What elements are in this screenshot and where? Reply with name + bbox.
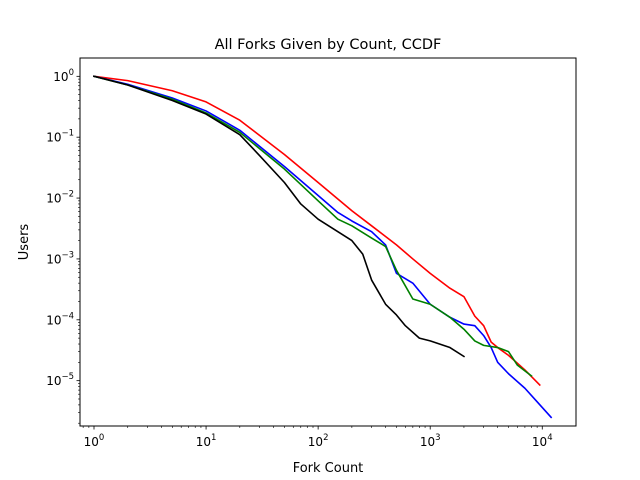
series-line-4 [93, 75, 466, 358]
y-tick-label: 10−1 [46, 129, 74, 145]
series-line-2 [93, 75, 553, 419]
y-tick-label: 10−4 [46, 311, 74, 327]
x-axis-label: Fork Count [293, 461, 364, 476]
chart-title: All Forks Given by Count, CCDF [215, 37, 442, 53]
y-tick-label: 10−5 [46, 372, 74, 388]
x-tick-label: 104 [532, 433, 553, 449]
x-tick-label: 100 [84, 433, 105, 449]
series-line-3 [93, 75, 533, 377]
plot-frame [79, 57, 577, 427]
y-tick-label: 100 [53, 68, 74, 84]
series-line-1 [93, 75, 541, 387]
y-tick-label: 10−3 [46, 250, 74, 266]
x-axis: 100 101 102 103 104 [82, 426, 553, 449]
y-axis: 100 10−1 10−2 10−3 10−4 10−5 [46, 68, 80, 424]
x-tick-label: 102 [308, 433, 329, 449]
y-axis-label: Users [17, 224, 32, 261]
series-layer [93, 75, 553, 419]
x-tick-label: 101 [196, 433, 217, 449]
x-tick-label: 103 [420, 433, 441, 449]
y-tick-label: 10−2 [46, 190, 74, 206]
